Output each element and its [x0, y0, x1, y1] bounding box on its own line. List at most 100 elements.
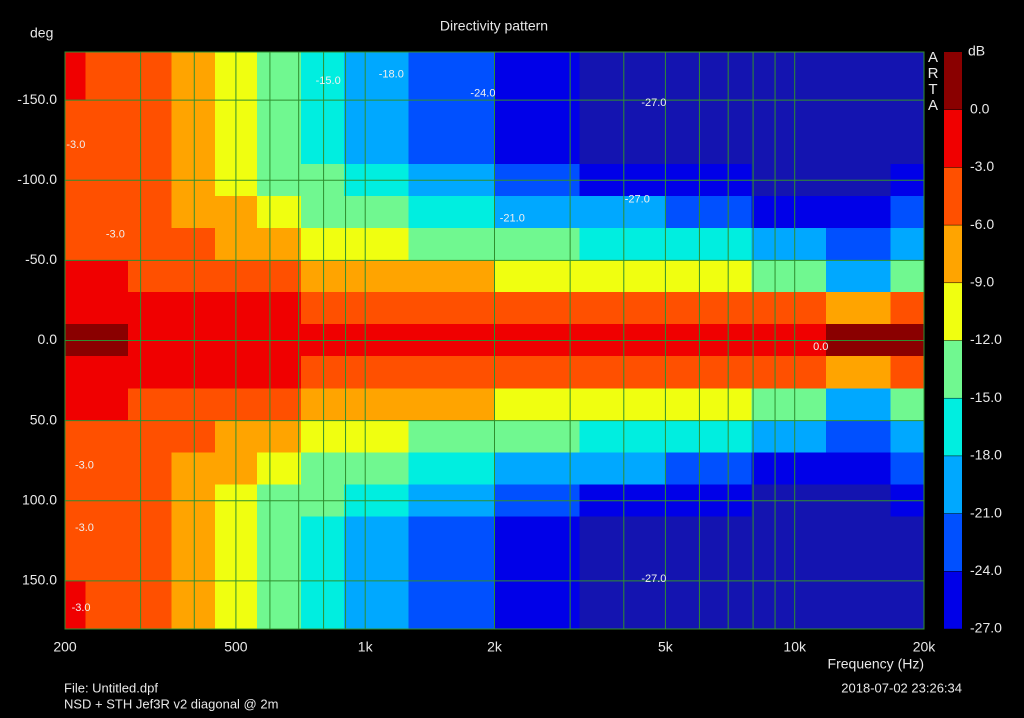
contour-cell: [890, 99, 925, 133]
contour-cell: [344, 388, 410, 421]
contour-cell: [751, 420, 827, 453]
contour-cell: [751, 260, 827, 293]
y-tick-label: 50.0: [30, 411, 57, 427]
contour-cell: [825, 548, 892, 582]
contour-cell: [890, 548, 925, 582]
contour-cell: [665, 67, 752, 101]
colorbar-tick-label: -21.0: [970, 504, 1002, 520]
contour-cell: [494, 516, 581, 550]
contour-cell: [579, 452, 667, 486]
contour-cell: [301, 548, 345, 582]
contour-cell: [665, 260, 752, 293]
contour-cell: [301, 195, 345, 229]
contour-cell: [665, 131, 752, 165]
contour-cell: [301, 420, 345, 453]
colorbar-tick-label: -3.0: [970, 158, 994, 174]
contour-cell: [494, 420, 581, 453]
contour-cell: [257, 388, 302, 421]
contour-cell: [85, 51, 129, 69]
contour-cell: [85, 356, 129, 389]
contour-cell: [171, 356, 216, 389]
contour-cell: [890, 67, 925, 101]
contour-cell: [890, 292, 925, 325]
contour-cell: [825, 260, 892, 293]
colorbar-tick-label: -27.0: [970, 620, 1002, 636]
contour-cell: [890, 388, 925, 421]
overlay: 200 500 1k 2k 5k 10k 20k -150.0 -100.0 -50.0 0.0 50…: [17, 52, 1002, 655]
contour-cell: [494, 548, 581, 582]
contour-cell: [85, 195, 129, 229]
contour-label: -15.0: [316, 75, 341, 87]
contour-cell: [408, 51, 495, 69]
contour-label: -3.0: [72, 602, 91, 614]
contour-cell: [344, 420, 410, 453]
colorbar-tick-label: -24.0: [970, 562, 1002, 578]
contour-cell: [257, 195, 302, 229]
contour-cell: [257, 228, 302, 261]
contour-cell: [171, 195, 216, 229]
contour-cell: [665, 292, 752, 325]
contour-cell: [825, 131, 892, 165]
contour-cell: [301, 131, 345, 165]
contour-cell: [257, 260, 302, 293]
contour-cell: [579, 292, 667, 325]
contour-cell: [494, 292, 581, 325]
footer-description: NSD + STH Jef3R v2 diagonal @ 2m: [64, 696, 278, 711]
colorbar-tick-label: -15.0: [970, 389, 1002, 405]
contour-label: -18.0: [379, 68, 404, 80]
contour-cell: [344, 580, 410, 614]
contour-cell: [751, 292, 827, 325]
contour-cell: [408, 420, 495, 453]
contour-cell: [494, 388, 581, 421]
contour-cell: [579, 51, 667, 69]
contour-cell: [890, 131, 925, 165]
contour-cell: [751, 51, 827, 69]
contour-cell: [751, 131, 827, 165]
contour-cell: [408, 580, 495, 614]
contour-cell: [301, 452, 345, 486]
contour-cell: [344, 452, 410, 486]
contour-cell: [579, 67, 667, 101]
contour-cell: [579, 612, 667, 630]
contour-cell: [579, 195, 667, 229]
contour-cell: [494, 195, 581, 229]
contour-cell: [127, 548, 173, 582]
colorbar-tick-label: -18.0: [970, 447, 1002, 463]
y-tick-label: -150.0: [17, 91, 57, 107]
plot-border: [64, 51, 925, 630]
contour-cell: [127, 195, 173, 229]
contour-cell: [64, 356, 87, 389]
colorbar-tick-label: -9.0: [970, 274, 994, 290]
contour-cell: [344, 131, 410, 165]
contour-cell: [171, 51, 216, 69]
contour-cell: [85, 452, 129, 486]
y-tick-label: 0.0: [38, 331, 58, 347]
contour-cell: [825, 195, 892, 229]
contour-cell: [64, 388, 87, 421]
colorbar-tick-label: 0.0: [970, 100, 990, 116]
contour-cell: [257, 356, 302, 389]
contour-cell: [127, 67, 173, 101]
contour-cell: [751, 99, 827, 133]
contour-cell: [494, 131, 581, 165]
contour-cell: [127, 516, 173, 550]
contour-cell: [85, 260, 129, 293]
contour-label: -3.0: [75, 459, 94, 471]
contour-label: -24.0: [470, 88, 495, 100]
contour-cell: [579, 356, 667, 389]
contour-cell: [64, 195, 87, 229]
contour-cell: [257, 516, 302, 550]
x-tick-label: 200: [53, 639, 77, 655]
contour-cell: [85, 131, 129, 165]
contour-cell: [64, 51, 87, 69]
contour-cell: [85, 516, 129, 550]
contour-cell: [579, 99, 667, 133]
contour-cell: [85, 612, 129, 630]
contour-cell: [825, 67, 892, 101]
contour-cell: [127, 260, 173, 293]
contour-cell: [751, 356, 827, 389]
contour-cell: [301, 356, 345, 389]
contour-cell: [127, 292, 173, 325]
contour-cell: [890, 452, 925, 486]
colorbar-band: [944, 109, 962, 168]
